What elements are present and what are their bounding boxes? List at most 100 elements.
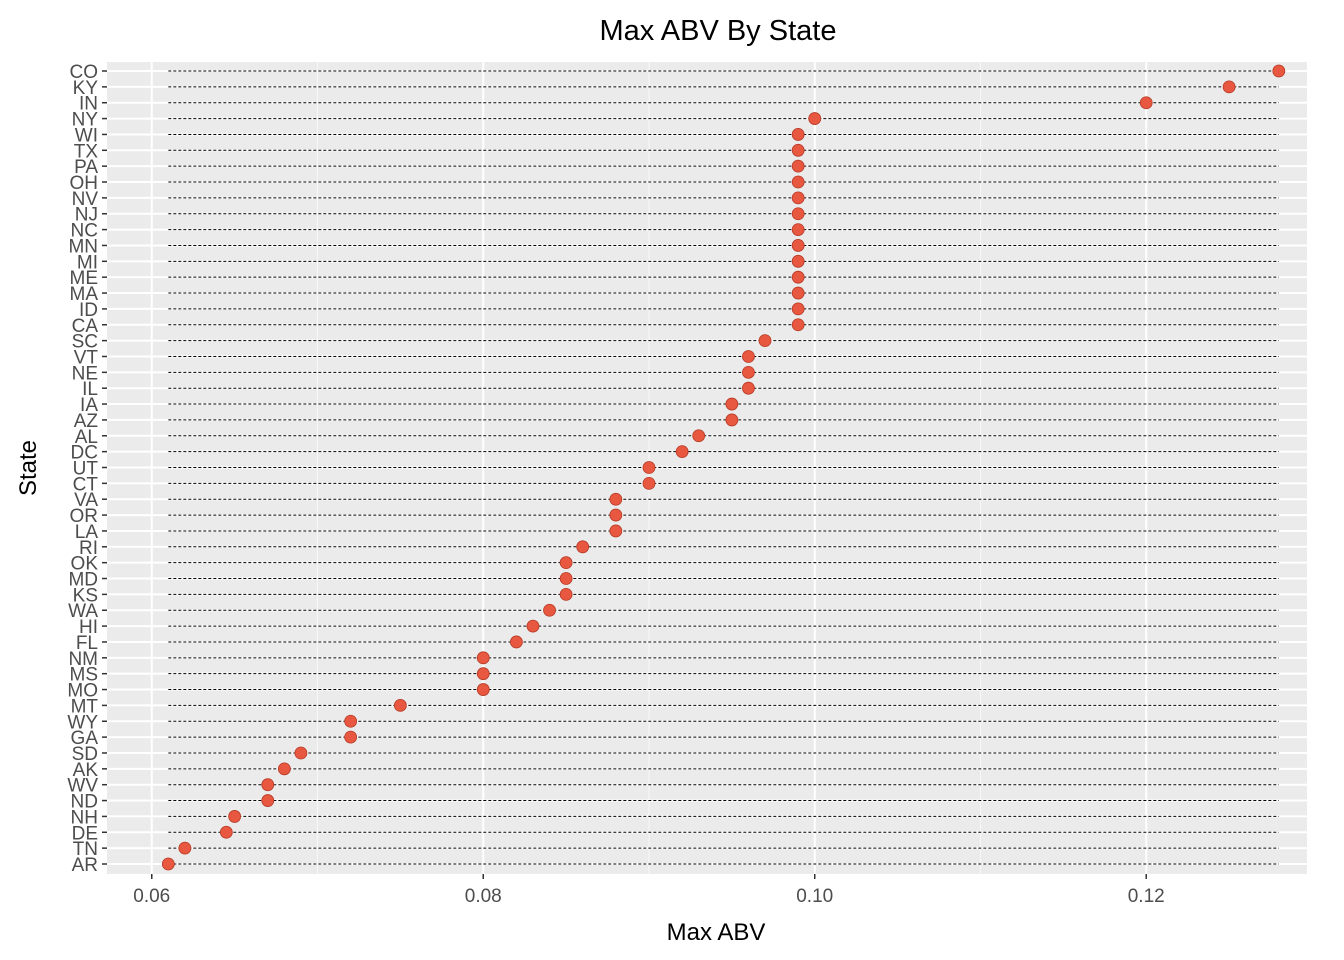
- y-tick-label: AR: [72, 855, 98, 876]
- major-gridlines: [107, 62, 1307, 874]
- data-point: [725, 413, 739, 427]
- data-point: [559, 587, 573, 601]
- x-axis-title: Max ABV: [667, 919, 766, 946]
- data-point: [344, 730, 358, 744]
- data-point: [758, 334, 772, 348]
- data-point: [791, 159, 805, 173]
- y-tick-label: WY: [67, 712, 98, 733]
- data-point: [476, 651, 490, 665]
- y-tick-label: CT: [73, 474, 99, 495]
- y-tick-label: TX: [74, 141, 99, 162]
- data-point: [559, 556, 573, 570]
- y-tick-label: AZ: [74, 411, 99, 432]
- data-point: [742, 350, 755, 363]
- data-point: [692, 429, 706, 443]
- data-point: [609, 492, 623, 506]
- data-point: [393, 699, 407, 712]
- data-point: [791, 128, 805, 141]
- y-tick-label: NM: [68, 649, 98, 670]
- data-point: [791, 318, 805, 332]
- y-tick-label: FL: [76, 633, 98, 654]
- data-point: [725, 397, 739, 411]
- y-tick-label: IL: [82, 379, 98, 400]
- y-tick-label: MT: [71, 696, 99, 717]
- data-point: [791, 191, 805, 205]
- data-point: [791, 143, 805, 157]
- y-tick-label: IA: [80, 395, 98, 416]
- y-tick-label: MI: [77, 252, 98, 273]
- y-tick-label: ID: [79, 300, 98, 321]
- y-tick-label: MD: [68, 570, 98, 591]
- y-tick-label: NE: [72, 363, 98, 384]
- data-point: [609, 524, 623, 538]
- y-axis-ticks: ARTNDENHNDWVAKSDGAWYMTMOMSNMFLHIWAKSMDOK…: [67, 62, 107, 876]
- y-tick-label: RI: [79, 538, 98, 559]
- x-tick-label: 0.12: [1128, 886, 1165, 907]
- data-point: [161, 857, 175, 871]
- y-tick-label: HI: [79, 617, 98, 638]
- y-tick-label: ND: [71, 792, 98, 813]
- y-tick-label: KY: [73, 78, 99, 99]
- y-tick-label: NY: [72, 110, 99, 131]
- data-point: [742, 381, 755, 395]
- y-tick-label: AL: [75, 427, 98, 448]
- data-point: [642, 461, 656, 474]
- y-tick-label: NJ: [75, 205, 98, 226]
- y-tick-label: MA: [70, 284, 99, 305]
- y-tick-label: WA: [68, 601, 98, 622]
- data-point: [1272, 64, 1286, 78]
- y-tick-label: WI: [75, 125, 98, 146]
- y-tick-label: AK: [73, 760, 99, 781]
- x-tick-label: 0.06: [133, 886, 170, 907]
- data-point: [559, 572, 573, 585]
- y-tick-label: IN: [79, 94, 98, 115]
- data-point: [261, 794, 275, 807]
- y-tick-label: MN: [68, 236, 98, 257]
- y-tick-label: VT: [74, 347, 99, 368]
- data-point: [344, 714, 358, 728]
- data-point: [1139, 96, 1153, 110]
- y-tick-label: WV: [67, 776, 98, 797]
- data-point: [791, 270, 805, 284]
- y-tick-label: SC: [72, 332, 98, 353]
- data-point: [543, 603, 556, 617]
- data-point: [576, 540, 590, 554]
- y-tick-label: VA: [74, 490, 98, 511]
- data-point: [178, 841, 192, 855]
- data-point: [791, 207, 805, 221]
- data-point: [791, 254, 805, 268]
- data-point: [476, 683, 490, 696]
- data-point: [261, 778, 275, 792]
- data-point: [228, 810, 242, 823]
- data-point: [791, 223, 805, 237]
- data-point: [509, 635, 523, 649]
- x-axis-ticks: 0.06 0.08 0.10 0.12: [133, 874, 1165, 907]
- chart-title: Max ABV By State: [600, 15, 837, 47]
- data-point: [791, 175, 805, 189]
- data-point: [609, 508, 623, 522]
- y-axis-title: State: [15, 440, 42, 496]
- data-point: [526, 619, 540, 633]
- y-tick-label: SD: [72, 744, 98, 765]
- y-tick-label: GA: [71, 728, 99, 749]
- data-point: [791, 286, 805, 300]
- y-tick-label: PA: [74, 157, 98, 178]
- y-tick-label: ME: [70, 268, 99, 289]
- data-point: [642, 476, 656, 490]
- y-tick-label: MS: [70, 665, 99, 686]
- y-tick-label: CO: [70, 62, 99, 83]
- data-point: [791, 302, 805, 316]
- data-point: [675, 445, 689, 459]
- data-point: [476, 667, 490, 681]
- x-tick-label: 0.10: [796, 886, 833, 907]
- y-tick-label: UT: [73, 459, 99, 480]
- y-tick-label: OH: [70, 173, 99, 194]
- y-tick-label: CA: [72, 316, 99, 337]
- x-tick-label: 0.08: [465, 886, 502, 907]
- data-points: [161, 64, 1286, 871]
- y-tick-label: OK: [71, 554, 99, 575]
- y-tick-label: DC: [71, 443, 98, 464]
- data-point: [808, 112, 822, 125]
- data-point: [791, 239, 805, 252]
